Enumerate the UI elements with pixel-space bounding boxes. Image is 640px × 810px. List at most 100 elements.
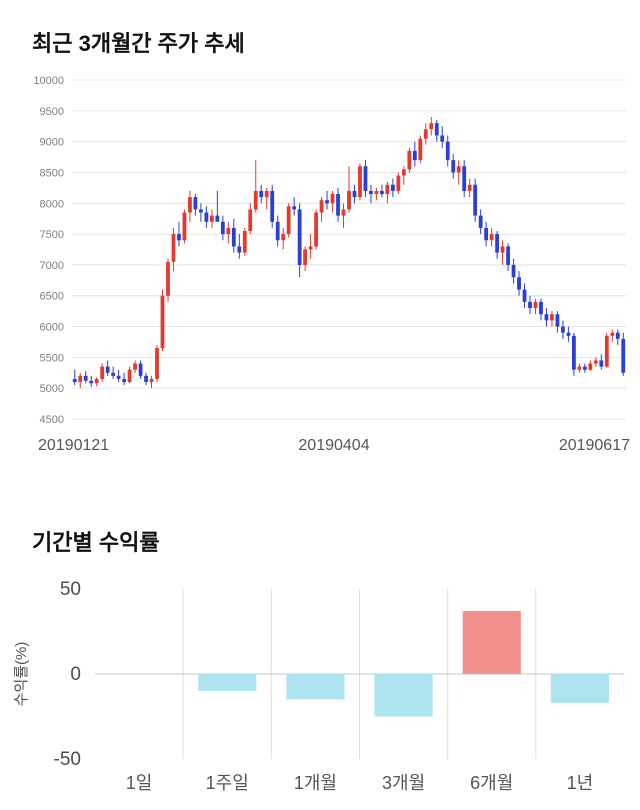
candle-body <box>177 234 181 241</box>
return-bar <box>462 611 521 674</box>
candle-body <box>363 166 368 191</box>
candle-body <box>341 209 346 216</box>
candle-body <box>528 301 532 309</box>
candle-body <box>621 338 626 373</box>
candle-body <box>193 197 198 210</box>
candle-body <box>511 264 516 278</box>
candle-body <box>270 190 275 222</box>
candle-body <box>599 360 604 367</box>
category-label: 1주일 <box>206 773 249 793</box>
candle-body <box>215 215 220 222</box>
candle-body <box>100 366 105 379</box>
candle-body <box>506 246 510 265</box>
y-tick-label: 7500 <box>40 229 64 241</box>
candle-body <box>188 197 192 213</box>
y-tick-label: 6500 <box>40 291 64 303</box>
candle-body <box>94 378 99 384</box>
candle-body <box>308 246 313 250</box>
candle-body <box>116 375 121 379</box>
y-axis-label: 수익률(%) <box>13 642 30 707</box>
candle-body <box>555 314 560 327</box>
y-tick-label: 6000 <box>40 322 64 334</box>
candle-body <box>539 301 543 315</box>
x-tick-mid: 20190404 <box>298 437 370 454</box>
candle-body <box>484 227 489 241</box>
candle-body <box>281 234 286 241</box>
candle-body <box>561 326 565 333</box>
candle-body <box>330 194 335 204</box>
returns-section: 기간별 수익률 50 0 -50 수익률(%) 1일 1주일 1개월 3개월 6개월 1년 <box>0 499 640 803</box>
candle-body <box>495 234 499 253</box>
candle-body <box>325 200 329 204</box>
candle-body <box>111 372 116 376</box>
candle-body <box>533 301 538 309</box>
y-tick-label: 9000 <box>40 137 64 149</box>
candlestick-chart: 4500 5000 5500 6000 6500 7000 7500 8000 8500 9000… <box>33 75 626 426</box>
candle-body <box>105 366 110 373</box>
category-label: 3개월 <box>382 773 425 793</box>
candle-body <box>231 227 236 247</box>
candle-body <box>401 169 406 176</box>
candle-body <box>314 212 318 247</box>
y-tick-label: 4500 <box>40 414 64 426</box>
candle-body <box>204 212 209 222</box>
candle-body <box>396 175 401 191</box>
candle-body <box>462 166 467 191</box>
candle-body <box>259 190 264 198</box>
candle-body <box>451 160 456 173</box>
y-tick-label: 8000 <box>40 198 64 210</box>
category-label: 1개월 <box>294 773 337 793</box>
candle-body <box>445 141 450 161</box>
candle-body <box>248 209 253 232</box>
candle-body <box>571 335 576 370</box>
candle-body <box>588 363 593 370</box>
candle-body <box>604 335 609 367</box>
candle-body <box>358 166 362 198</box>
candle-body <box>78 375 83 383</box>
y-tick-label: -50 <box>54 749 81 770</box>
candle-body <box>347 190 351 210</box>
return-bar <box>550 674 610 703</box>
candle-body <box>478 215 483 228</box>
candle-body <box>456 166 461 173</box>
price-chart-x-axis: 20190121 20190404 20190617 <box>0 433 640 455</box>
candle-body <box>544 314 549 321</box>
candle-body <box>182 212 187 241</box>
y-tick-label: 9500 <box>40 106 64 118</box>
candle-body <box>138 363 143 376</box>
category-label: 6개월 <box>470 773 513 793</box>
candle-body <box>122 378 127 383</box>
y-tick-label: 5000 <box>40 383 64 395</box>
returns-chart-title: 기간별 수익률 <box>32 530 160 555</box>
candle-body <box>199 209 203 213</box>
candle-body <box>237 246 242 253</box>
candle-body <box>133 363 137 370</box>
y-tick-label: 8500 <box>40 167 64 179</box>
candle-body <box>253 190 258 210</box>
price-trend-section: 최근 3개월간 주가 추세 4500 5000 5500 6000 6500 7000 75… <box>0 31 640 455</box>
candle-body <box>303 249 308 265</box>
candle-body <box>566 332 571 336</box>
candle-body <box>489 234 494 241</box>
candle-body <box>319 200 324 213</box>
candle-body <box>522 289 527 302</box>
candle-body <box>155 348 159 379</box>
candle-body <box>610 332 615 336</box>
candle-body <box>166 261 170 296</box>
candle-body <box>412 150 417 161</box>
return-bar <box>198 674 257 691</box>
candle-body <box>550 314 554 321</box>
candle-body <box>467 184 472 191</box>
candle-body <box>171 234 176 262</box>
price-chart-title: 최근 3개월간 주가 추세 <box>32 31 245 56</box>
candle-body <box>275 221 280 241</box>
candle-body <box>220 221 225 235</box>
candle-body <box>286 206 291 235</box>
y-tick-label: 7000 <box>40 260 64 272</box>
candle-body <box>292 206 297 210</box>
candle-body <box>89 380 94 384</box>
y-tick-label: 5500 <box>40 352 64 364</box>
candle-body <box>226 227 231 235</box>
candle-body <box>473 184 478 216</box>
candle-body <box>352 190 357 198</box>
